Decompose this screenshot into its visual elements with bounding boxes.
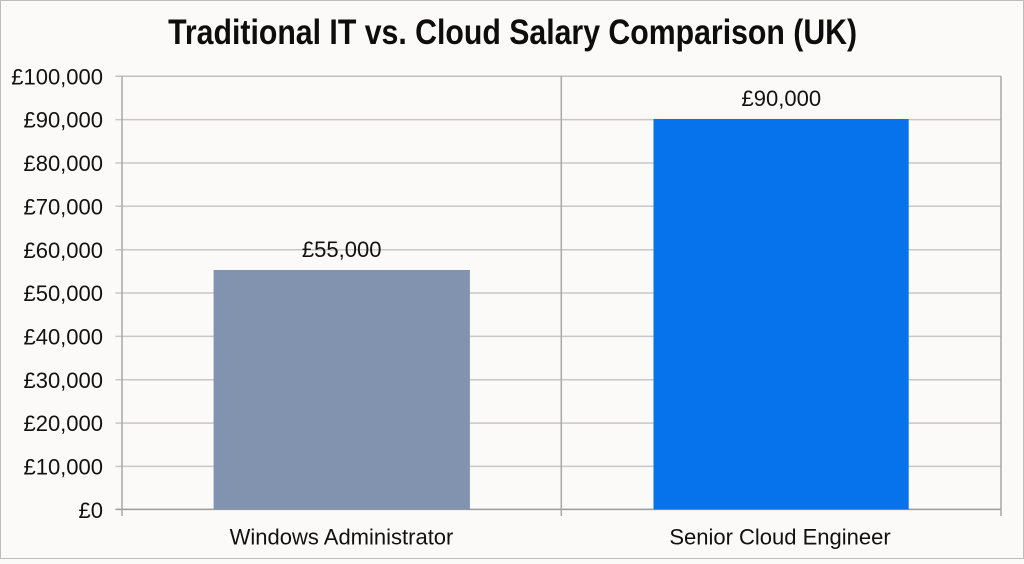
svg-text:£30,000: £30,000: [23, 368, 103, 393]
svg-text:£60,000: £60,000: [23, 238, 103, 263]
svg-text:Senior Cloud Engineer: Senior Cloud Engineer: [669, 524, 890, 549]
svg-text:£90,000: £90,000: [23, 108, 103, 133]
svg-text:£40,000: £40,000: [23, 325, 103, 350]
svg-text:£70,000: £70,000: [23, 194, 103, 219]
svg-text:£80,000: £80,000: [23, 151, 103, 176]
svg-text:Windows Administrator: Windows Administrator: [230, 524, 454, 549]
svg-text:£100,000: £100,000: [11, 64, 103, 89]
svg-text:£10,000: £10,000: [23, 455, 103, 480]
svg-text:£90,000: £90,000: [742, 86, 822, 111]
svg-text:£55,000: £55,000: [302, 237, 382, 262]
svg-text:£0: £0: [79, 498, 103, 523]
svg-text:£20,000: £20,000: [23, 411, 103, 436]
svg-text:Traditional IT vs. Cloud Salar: Traditional IT vs. Cloud Salary Comparis…: [168, 12, 857, 52]
svg-text:£50,000: £50,000: [23, 281, 103, 306]
